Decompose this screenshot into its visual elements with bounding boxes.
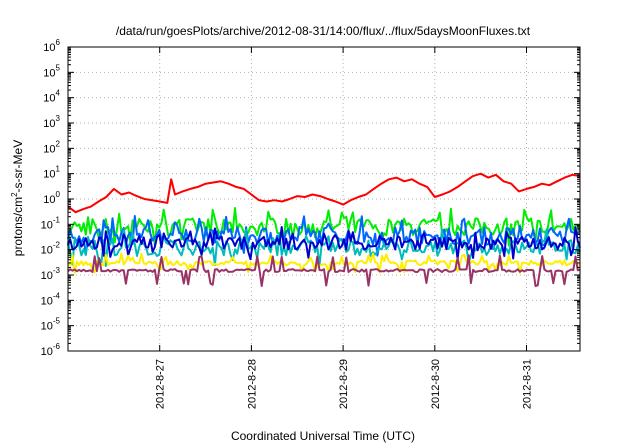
y-tick-label: 10-5 <box>41 317 61 333</box>
x-tick-label: 2012-8-31 <box>522 359 534 409</box>
series-line-1 <box>67 172 581 214</box>
y-tick-label: 100 <box>43 190 60 206</box>
y-tick-label: 10-6 <box>41 342 61 358</box>
series-line-6 <box>67 252 581 274</box>
y-tick-label: 105 <box>43 63 60 79</box>
x-tick-label: 2012-8-27 <box>155 359 167 409</box>
y-tick-label: 10-4 <box>41 291 61 307</box>
x-tick-label: 2012-8-28 <box>246 359 258 409</box>
y-axis-label: protons/cm2-s-sr-MeV <box>10 140 25 256</box>
series-line-5 <box>67 226 581 261</box>
y-axis-ticks: 10-6 10-5 10-4 10-3 10-2 10-1 100 101 102 103 104 1… <box>41 38 580 358</box>
y-tick-label: 104 <box>43 89 60 105</box>
y-tick-label: 101 <box>43 165 60 181</box>
y-tick-label: 10-3 <box>41 266 61 282</box>
series-group <box>67 172 581 287</box>
y-tick-label: 103 <box>43 114 60 130</box>
chart-title: /data/run/goesPlots/archive/2012-08-31/1… <box>116 24 531 38</box>
y-tick-label: 10-2 <box>41 241 61 257</box>
series-line-7 <box>67 254 581 287</box>
y-tick-label: 10-1 <box>41 215 61 231</box>
x-axis-label: Coordinated Universal Time (UTC) <box>231 429 415 443</box>
x-tick-label: 2012-8-30 <box>430 359 442 409</box>
series-line-4 <box>67 228 581 267</box>
series-line-2 <box>67 207 581 247</box>
y-tick-label: 102 <box>43 139 60 155</box>
x-axis-ticks: 2012-8-27 2012-8-28 2012-8-29 2012-8-30 2012… <box>155 47 534 409</box>
y-tick-label: 106 <box>43 38 60 54</box>
x-tick-label: 2012-8-29 <box>338 359 350 409</box>
